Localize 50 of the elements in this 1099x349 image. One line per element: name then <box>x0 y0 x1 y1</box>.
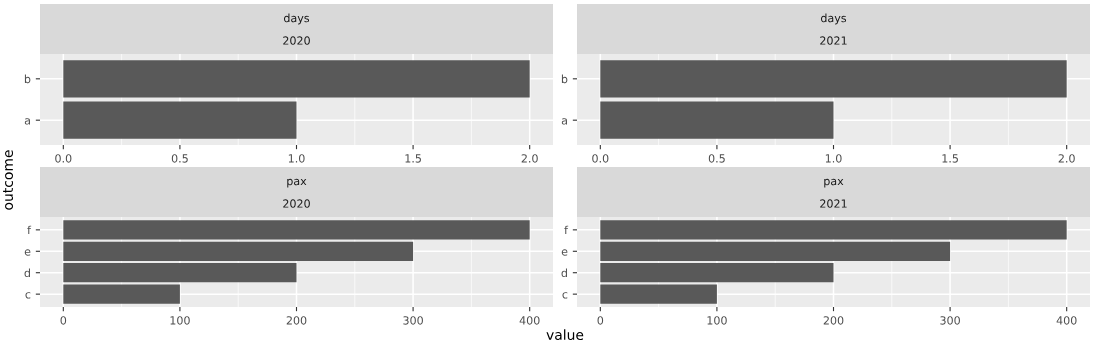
chart-title: pax <box>287 178 307 188</box>
y-axis-title: outcome <box>3 150 14 210</box>
x-tick-label: 2.0 <box>521 154 538 163</box>
y-tick-label: d <box>24 268 30 278</box>
x-tick-label: 0.0 <box>55 154 72 163</box>
x-tick-label: 100 <box>170 316 190 325</box>
bar <box>600 241 951 261</box>
bar <box>63 284 180 304</box>
chart-subtitle: 2020 <box>283 199 310 208</box>
x-tick-label: 1.5 <box>942 154 958 163</box>
x-tick-label: 0.0 <box>592 154 609 163</box>
x-tick-label: 1.0 <box>825 154 842 163</box>
y-tick-label: c <box>25 292 31 299</box>
y-tick-label: d <box>561 268 567 278</box>
chart-subtitle: 2020 <box>283 36 310 45</box>
chart-title: pax <box>824 178 844 188</box>
y-tick-label: e <box>561 249 568 256</box>
x-tick-label: 1.5 <box>405 154 421 163</box>
y-tick-label: a <box>24 118 30 125</box>
y-tick-label: a <box>561 118 567 125</box>
x-tick-label: 400 <box>519 316 540 325</box>
y-tick-label: f <box>27 225 32 235</box>
bar <box>63 241 414 261</box>
chart-title: days <box>821 13 847 25</box>
y-tick-label: b <box>561 74 568 84</box>
y-tick-label: b <box>24 74 31 84</box>
bar <box>63 220 530 240</box>
x-tick-label: 0.5 <box>171 154 188 163</box>
x-tick-label: 0 <box>60 316 67 325</box>
y-tick-label: f <box>564 225 569 235</box>
x-tick-label: 0 <box>597 316 604 325</box>
chart-subtitle: 2021 <box>820 36 847 45</box>
y-tick-label: c <box>562 292 568 299</box>
y-tick-label: e <box>24 249 31 256</box>
x-tick-label: 0.5 <box>708 154 725 163</box>
x-tick-label: 400 <box>1056 316 1077 325</box>
bar <box>600 220 1067 240</box>
x-tick-label: 300 <box>940 316 960 325</box>
bar <box>600 284 717 304</box>
bar <box>63 263 297 283</box>
x-tick-label: 200 <box>286 316 307 325</box>
x-tick-label: 2.0 <box>1058 154 1075 163</box>
chart-title: days <box>284 13 310 25</box>
x-tick-label: 300 <box>403 316 423 325</box>
x-tick-label: 100 <box>707 316 727 325</box>
bar <box>600 263 834 283</box>
x-tick-label: 1.0 <box>288 154 305 163</box>
chart-subtitle: 2021 <box>820 199 847 208</box>
x-tick-label: 200 <box>823 316 844 325</box>
x-axis-title: value <box>546 329 584 341</box>
